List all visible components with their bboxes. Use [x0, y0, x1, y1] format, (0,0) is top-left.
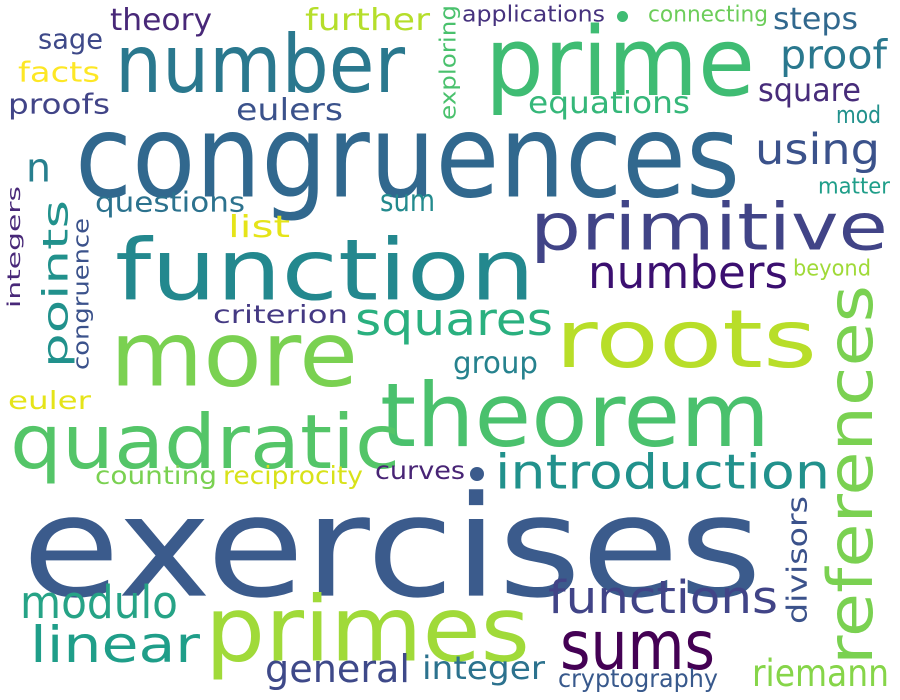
word-general: general: [265, 646, 410, 692]
word-questions: questions: [95, 185, 245, 219]
word-mod: mod: [836, 100, 881, 129]
word-further: further: [305, 2, 430, 38]
word-congruences: congruences: [75, 89, 740, 225]
word-euler: euler: [8, 385, 91, 415]
word-proofs: proofs: [8, 87, 110, 121]
word-n: n: [26, 144, 51, 192]
word-theory: theory: [110, 2, 212, 38]
word-numbers: numbers: [588, 245, 788, 299]
word-beyond: beyond: [793, 255, 871, 281]
word-sage: sage: [38, 22, 103, 56]
word-using: using: [755, 124, 880, 175]
word-sum: sum: [380, 183, 435, 219]
word-facts: facts: [18, 55, 100, 89]
word-cryptography: cryptography: [558, 663, 718, 693]
word-group: group: [453, 345, 538, 381]
word-exploring: exploring: [435, 4, 461, 120]
word-divisors: divisors: [780, 496, 814, 624]
decorative-dot: [617, 11, 628, 22]
word-introduction: introduction: [495, 443, 830, 500]
word-equations: equations: [528, 85, 690, 121]
word-primes: primes: [205, 576, 530, 683]
word-congruence: congruence: [68, 218, 94, 370]
word-connecting: connecting: [648, 1, 768, 27]
word-eulers: eulers: [236, 92, 343, 128]
word-linear: linear: [30, 615, 200, 674]
word-functions: functions: [548, 570, 778, 624]
word-curves: curves: [375, 455, 465, 485]
word-counting: counting: [95, 460, 217, 490]
decorative-dot: [470, 467, 484, 481]
word-square: square: [758, 71, 861, 109]
word-sums: sums: [560, 605, 715, 686]
word-number: number: [115, 17, 405, 112]
word-squares: squares: [355, 292, 553, 346]
word-roots: roots: [555, 292, 817, 387]
word-prime: prime: [485, 6, 755, 118]
word-integers: integers: [3, 186, 25, 308]
word-list: list: [228, 209, 290, 245]
word-exercises: exercises: [22, 465, 762, 630]
word-applications: applications: [462, 1, 605, 27]
word-more: more: [110, 301, 358, 408]
word-integer: integer: [422, 649, 545, 687]
word-modulo: modulo: [20, 575, 178, 629]
word-steps: steps: [773, 1, 858, 37]
word-reciprocity: reciprocity: [223, 460, 363, 490]
word-proof: proof: [780, 31, 887, 79]
word-theorem: theorem: [380, 364, 770, 468]
word-function: function: [115, 220, 535, 320]
word-criterion: criterion: [213, 299, 348, 329]
word-riemann: riemann: [752, 651, 889, 695]
word-matter: matter: [818, 173, 890, 199]
word-primitive: primitive: [530, 189, 888, 266]
word-quadratic: quadratic: [10, 398, 400, 486]
